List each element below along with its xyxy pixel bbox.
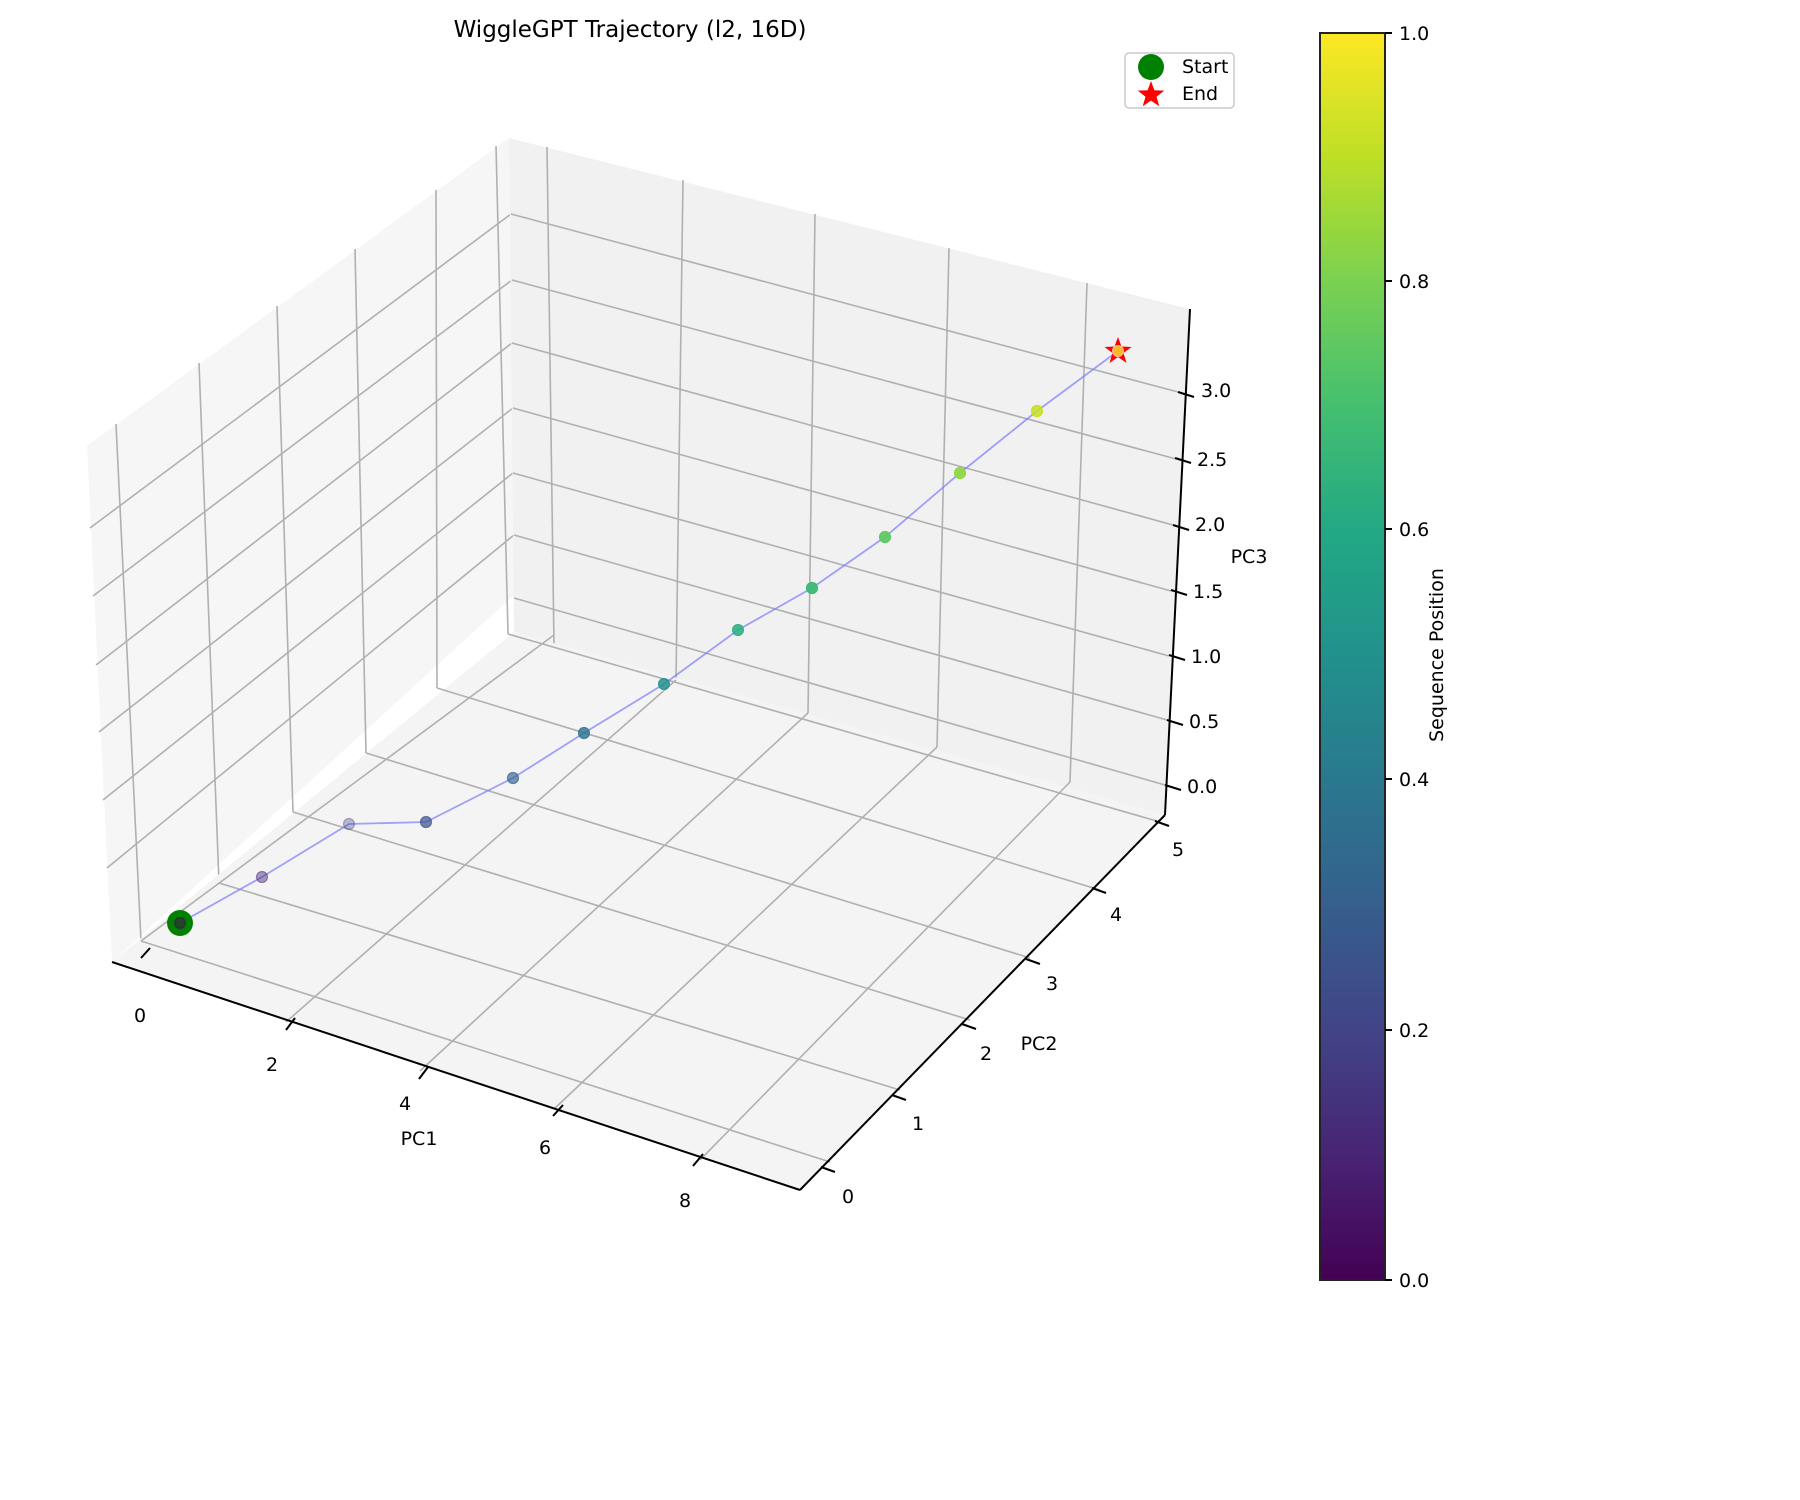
svg-text:0.2: 0.2 bbox=[1399, 1020, 1429, 1042]
svg-text:1: 1 bbox=[912, 1113, 924, 1135]
z-tick-labels: 0.0 0.5 1.0 1.5 2.0 2.5 3.0 bbox=[1187, 380, 1231, 798]
svg-text:0.4: 0.4 bbox=[1399, 769, 1429, 791]
svg-text:0.8: 0.8 bbox=[1399, 271, 1429, 293]
svg-text:0.0: 0.0 bbox=[1187, 776, 1217, 798]
legend-end-icon bbox=[1137, 81, 1165, 107]
axis-lines bbox=[111, 308, 1195, 1191]
colorbar-label: Sequence Position bbox=[1426, 568, 1448, 742]
z-axis-label: PC3 bbox=[1231, 546, 1268, 568]
x-axis-line bbox=[111, 961, 801, 1191]
svg-text:1.5: 1.5 bbox=[1193, 581, 1223, 603]
y-axis-line bbox=[799, 814, 1166, 1191]
legend-end-label: End bbox=[1182, 83, 1218, 105]
svg-text:0.0: 0.0 bbox=[1399, 1270, 1429, 1292]
svg-text:4: 4 bbox=[399, 1093, 411, 1115]
colorbar: 0.0 0.2 0.4 0.6 0.8 1.0 Sequence Positio… bbox=[1319, 23, 1448, 1292]
svg-text:8: 8 bbox=[679, 1190, 691, 1212]
svg-text:0.6: 0.6 bbox=[1399, 519, 1429, 541]
svg-text:6: 6 bbox=[539, 1137, 551, 1159]
svg-text:0.5: 0.5 bbox=[1189, 711, 1219, 733]
floor-pane bbox=[112, 632, 1165, 1190]
svg-text:2: 2 bbox=[266, 1054, 278, 1076]
back-pane bbox=[509, 138, 1190, 815]
svg-text:2.5: 2.5 bbox=[1197, 449, 1227, 471]
y-axis-label: PC2 bbox=[1021, 1033, 1058, 1055]
x-tick-labels: 0 2 4 6 8 bbox=[134, 1005, 691, 1212]
svg-text:1.0: 1.0 bbox=[1399, 23, 1429, 45]
svg-text:2: 2 bbox=[980, 1043, 992, 1065]
trajectory bbox=[167, 337, 1132, 936]
svg-text:3: 3 bbox=[1046, 973, 1058, 995]
left-pane bbox=[87, 138, 515, 962]
y-tick-labels: 0 1 2 3 4 5 bbox=[842, 839, 1184, 1208]
legend: Start End bbox=[1124, 52, 1235, 109]
svg-text:3.0: 3.0 bbox=[1201, 380, 1231, 402]
trajectory-points bbox=[173, 404, 1044, 930]
svg-text:4: 4 bbox=[1110, 904, 1122, 926]
svg-text:1.0: 1.0 bbox=[1191, 646, 1221, 668]
legend-start-label: Start bbox=[1182, 56, 1228, 78]
chart-title: WiggleGPT Trajectory (l2, 16D) bbox=[454, 17, 807, 43]
legend-start-icon bbox=[1138, 54, 1164, 80]
x-axis-label: PC1 bbox=[401, 1128, 438, 1150]
start-marker bbox=[167, 910, 193, 936]
svg-text:5: 5 bbox=[1172, 839, 1184, 861]
svg-text:0: 0 bbox=[134, 1005, 146, 1027]
svg-text:2.0: 2.0 bbox=[1195, 514, 1225, 536]
z-axis-line bbox=[1164, 308, 1191, 816]
svg-text:0: 0 bbox=[842, 1186, 854, 1208]
